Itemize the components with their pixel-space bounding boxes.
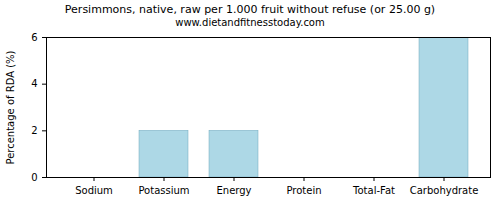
svg-text:Carbohydrate: Carbohydrate (410, 185, 479, 196)
html-text:www.dietandfitnesstoday.com: www.dietandfitnesstoday.com (175, 17, 325, 28)
svg-text:Percentage of RDA (%): Percentage of RDA (%) (5, 50, 16, 164)
svg-text:Potassium: Potassium (138, 185, 189, 196)
svg-text:Protein: Protein (286, 185, 321, 196)
svg-text:4: 4 (31, 78, 37, 89)
svg-text:Energy: Energy (216, 185, 251, 196)
html-text:Persimmons, native, raw per 1.: Persimmons, native, raw per 1.000 fruit … (64, 3, 436, 16)
svg-text:0: 0 (31, 172, 37, 183)
svg-text:2: 2 (31, 125, 37, 136)
svg-text:Sodium: Sodium (75, 185, 113, 196)
svg-text:6: 6 (31, 32, 37, 43)
svg-text:Total-Fat: Total-Fat (352, 185, 395, 196)
